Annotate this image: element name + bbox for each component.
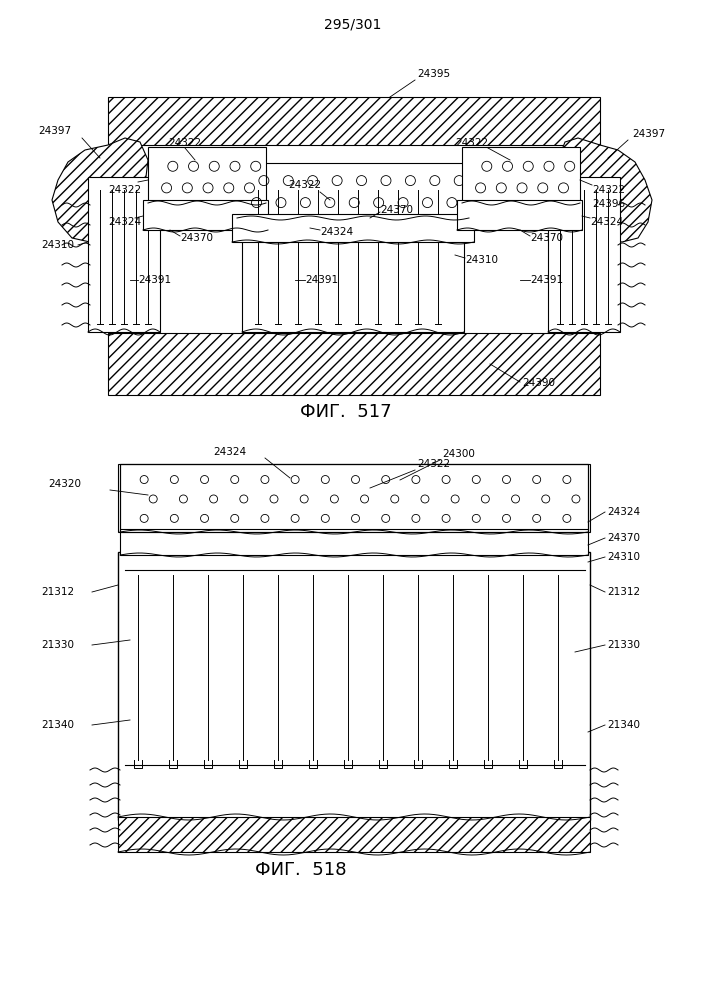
Bar — [108, 97, 600, 145]
Bar — [242, 177, 464, 332]
Text: 24324: 24324 — [590, 217, 623, 227]
Bar — [237, 163, 469, 218]
Text: 24322: 24322 — [417, 459, 450, 469]
Text: ФИГ.  518: ФИГ. 518 — [255, 861, 346, 879]
Text: 24391: 24391 — [138, 275, 171, 285]
Text: 24322: 24322 — [168, 138, 201, 148]
Bar — [148, 147, 266, 205]
Bar — [120, 464, 588, 532]
Text: 21340: 21340 — [607, 720, 640, 730]
Text: 24324: 24324 — [108, 217, 141, 227]
Text: 24370: 24370 — [380, 205, 413, 215]
Text: 24322: 24322 — [288, 180, 322, 190]
Bar — [120, 529, 588, 555]
Text: 24324: 24324 — [607, 507, 640, 517]
Bar — [462, 147, 580, 205]
Text: 21330: 21330 — [607, 640, 640, 650]
Text: 24324: 24324 — [214, 447, 247, 457]
Text: 21312: 21312 — [42, 587, 74, 597]
Text: 24397: 24397 — [38, 126, 71, 136]
Bar — [548, 177, 620, 332]
Text: 24390: 24390 — [522, 378, 555, 388]
Text: 24391: 24391 — [530, 275, 563, 285]
Text: 21312: 21312 — [607, 587, 640, 597]
Text: 24320: 24320 — [49, 479, 81, 489]
Text: 24395: 24395 — [417, 69, 450, 79]
Polygon shape — [52, 138, 148, 242]
Bar — [457, 200, 582, 230]
Text: 21330: 21330 — [42, 640, 74, 650]
Text: 24300: 24300 — [442, 449, 475, 459]
Text: 24324: 24324 — [320, 227, 353, 237]
Text: 24322: 24322 — [592, 185, 625, 195]
Text: 24322: 24322 — [455, 138, 488, 148]
Bar — [118, 817, 590, 852]
Text: 24391: 24391 — [305, 275, 338, 285]
Text: 295/301: 295/301 — [325, 18, 382, 32]
Bar — [108, 333, 600, 395]
Bar — [120, 464, 588, 532]
Text: 24310: 24310 — [465, 255, 498, 265]
Text: 24322: 24322 — [108, 185, 141, 195]
Bar — [88, 177, 160, 332]
Text: 21340: 21340 — [42, 720, 74, 730]
Bar — [232, 214, 474, 242]
Text: 24370: 24370 — [607, 533, 640, 543]
Bar — [150, 149, 264, 203]
Text: 24310: 24310 — [607, 552, 640, 562]
Bar — [118, 552, 590, 820]
Bar — [143, 200, 268, 230]
Text: 24396: 24396 — [592, 199, 625, 209]
Text: 24370: 24370 — [180, 233, 213, 243]
Bar — [118, 464, 590, 532]
Text: ФИГ.  517: ФИГ. 517 — [300, 403, 392, 421]
Text: 24310: 24310 — [42, 240, 74, 250]
Text: 24370: 24370 — [530, 233, 563, 243]
Polygon shape — [558, 138, 652, 242]
Bar — [464, 149, 578, 203]
Text: 24397: 24397 — [632, 129, 665, 139]
